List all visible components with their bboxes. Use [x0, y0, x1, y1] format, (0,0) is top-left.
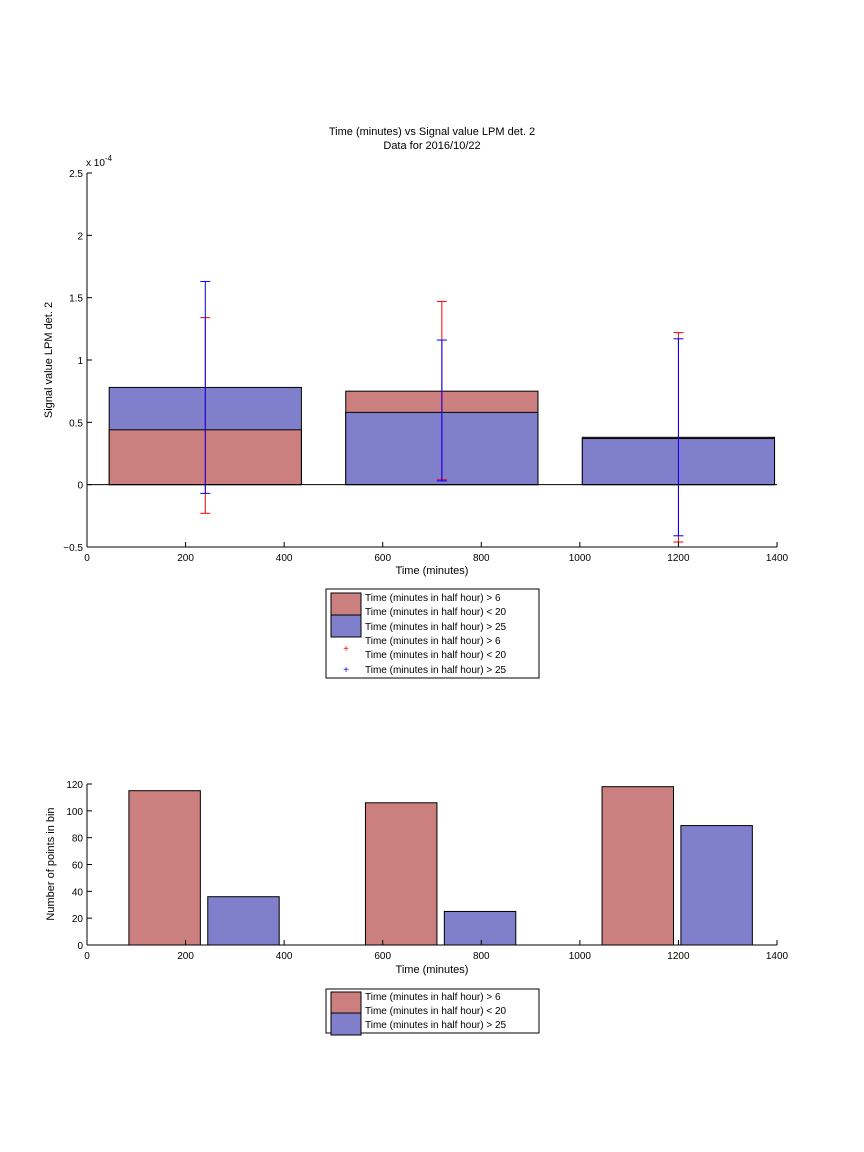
x-tick-label: 600 — [374, 951, 391, 962]
x-tick-label: 1000 — [569, 951, 592, 962]
legend-blue-bar-swatch — [330, 1012, 362, 1036]
y-tick-label: 1 — [77, 356, 83, 367]
y-tick-label: 20 — [72, 914, 84, 925]
legend-red-bar-swatch — [330, 592, 362, 618]
legend-blue-bar-swatch — [330, 614, 362, 638]
legend-entry-label: Time (minutes in half hour) > 6 — [365, 992, 501, 1003]
legend-entry-label: Time (minutes in half hour) > 25 — [365, 665, 507, 676]
x-tick-label: 200 — [177, 951, 194, 962]
y-tick-label: −0.5 — [63, 543, 83, 554]
bar — [680, 825, 753, 946]
y-axis-label: Number of points in bin — [45, 807, 57, 920]
x-tick-label: 1200 — [667, 951, 690, 962]
bar — [364, 802, 438, 946]
count-plot: 0 200 400 600 800 1000 1200 1400 0 20 40 60 80 100 120… — [45, 780, 789, 976]
legend-blue-plus-marker: + — [343, 665, 349, 676]
x-tick-label: 0 — [84, 951, 90, 962]
legend-entry-label: Time (minutes in half hour) > 25 — [365, 622, 507, 633]
legend-entry-label: Time (minutes in half hour) < 20 — [365, 607, 507, 618]
bar — [601, 786, 674, 946]
x-tick-label: 800 — [473, 553, 490, 564]
x-tick-label: 800 — [473, 951, 490, 962]
signal-plot: 0 200 400 600 800 1000 1200 1400−0.500.511.522.… — [43, 154, 789, 577]
y-tick-label: 0.5 — [69, 418, 83, 429]
y-tick-label: 60 — [72, 861, 84, 872]
chart-subtitle: Data for 2016/10/22 — [383, 140, 480, 152]
x-tick-label: 0 — [84, 553, 90, 564]
y-tick-label: 80 — [72, 834, 84, 845]
x-tick-label: 1200 — [667, 553, 690, 564]
legend-entry-label: Time (minutes in half hour) < 20 — [365, 650, 507, 661]
x-tick-label: 600 — [374, 553, 391, 564]
y-tick-label: 0 — [77, 941, 83, 952]
bar — [128, 790, 201, 946]
legend-entry-label: Time (minutes in half hour) > 6 — [365, 636, 501, 647]
legend-count: Time (minutes in half hour) > 6 Time (mi… — [325, 988, 540, 1036]
legend-entry-label: Time (minutes in half hour) < 20 — [365, 1006, 507, 1017]
y-axis-label: Signal value LPM det. 2 — [43, 302, 55, 418]
y-tick-label: 120 — [66, 780, 83, 791]
legend-signal: Time (minutes in half hour) > 6 Time (mi… — [325, 588, 540, 679]
y-multiplier: x 10-4 — [86, 154, 113, 169]
x-axis-label: Time (minutes) — [396, 565, 469, 577]
x-tick-label: 400 — [276, 951, 293, 962]
y-tick-label: 0 — [77, 481, 83, 492]
bar — [443, 910, 517, 946]
legend-entry-label: Time (minutes in half hour) > 6 — [365, 593, 501, 604]
x-tick-label: 1400 — [766, 951, 789, 962]
y-tick-label: 100 — [66, 807, 83, 818]
bar — [207, 896, 280, 946]
x-tick-label: 1000 — [569, 553, 592, 564]
legend-red-plus-marker: + — [343, 644, 349, 655]
legend-red-bar-swatch — [330, 991, 362, 1016]
x-tick-label: 400 — [276, 553, 293, 564]
x-tick-label: 200 — [177, 553, 194, 564]
y-tick-label: 2 — [77, 231, 83, 242]
x-tick-label: 1400 — [766, 553, 789, 564]
chart-title: Time (minutes) vs Signal value LPM det. … — [329, 126, 535, 138]
x-axis-label: Time (minutes) — [396, 964, 469, 976]
legend-entry-label: Time (minutes in half hour) > 25 — [365, 1020, 507, 1031]
y-tick-label: 1.5 — [69, 294, 83, 305]
y-tick-label: 2.5 — [69, 169, 83, 180]
y-tick-label: 40 — [72, 887, 84, 898]
